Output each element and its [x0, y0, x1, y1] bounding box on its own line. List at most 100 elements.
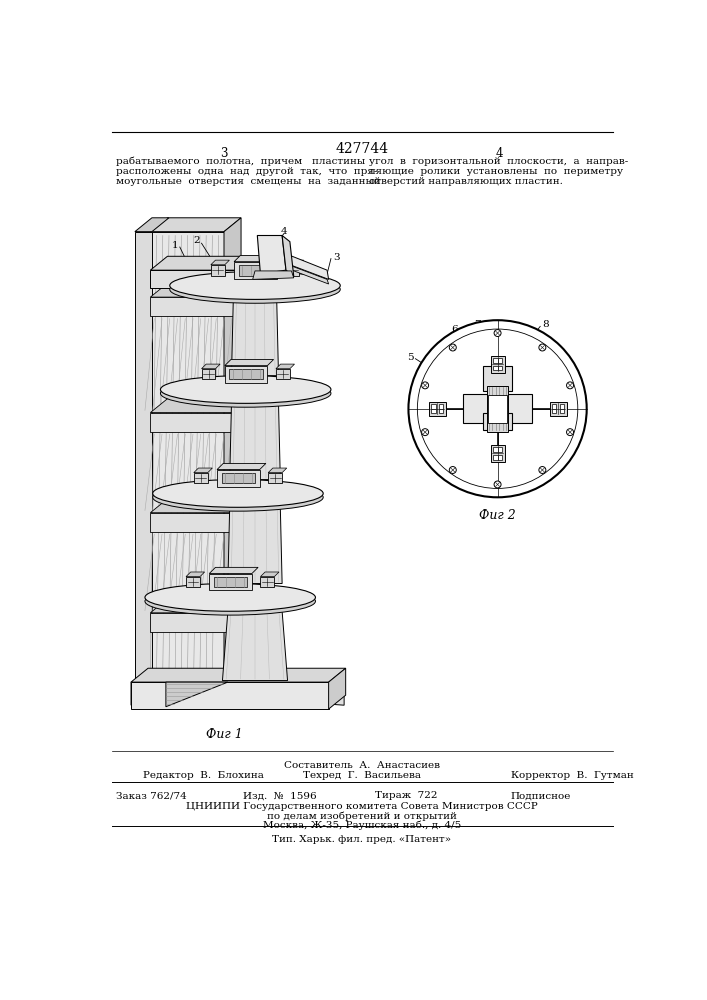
Polygon shape — [268, 473, 282, 483]
Bar — [493, 455, 498, 460]
Polygon shape — [276, 364, 295, 369]
Polygon shape — [151, 599, 264, 613]
Polygon shape — [135, 218, 169, 232]
Polygon shape — [329, 668, 346, 709]
Polygon shape — [288, 255, 329, 279]
Polygon shape — [151, 283, 264, 297]
Text: 7: 7 — [474, 320, 481, 329]
Text: Подписное: Подписное — [510, 791, 571, 800]
Text: 5: 5 — [407, 353, 414, 362]
Text: ляющие  ролики  установлены  по  периметру: ляющие ролики установлены по периметру — [369, 167, 623, 176]
Polygon shape — [230, 369, 263, 379]
Bar — [498, 358, 502, 363]
Circle shape — [566, 382, 573, 389]
Bar — [431, 404, 436, 409]
Text: 2: 2 — [194, 236, 200, 245]
Text: 6: 6 — [451, 325, 457, 334]
Polygon shape — [239, 265, 272, 276]
Text: Техред  Г.  Васильева: Техред Г. Васильева — [303, 771, 421, 780]
Polygon shape — [285, 260, 304, 265]
Text: расположены  одна  над  другой  так,  что  пря-: расположены одна над другой так, что пря… — [115, 167, 377, 176]
Polygon shape — [234, 262, 276, 279]
Polygon shape — [211, 265, 225, 276]
Polygon shape — [151, 399, 264, 413]
Polygon shape — [252, 271, 293, 279]
Bar — [489, 395, 507, 423]
Text: по делам изобретений и открытий: по делам изобретений и открытий — [267, 811, 457, 821]
Bar — [498, 366, 502, 370]
Polygon shape — [222, 473, 255, 483]
Polygon shape — [186, 577, 200, 587]
Polygon shape — [209, 574, 252, 590]
Bar — [491, 445, 505, 462]
Polygon shape — [151, 513, 247, 532]
Text: рабатываемого  полотна,  причем   пластины: рабатываемого полотна, причем пластины — [115, 157, 365, 166]
Circle shape — [539, 344, 546, 351]
Polygon shape — [268, 468, 287, 473]
Circle shape — [449, 467, 456, 473]
Text: 1: 1 — [172, 241, 178, 250]
Bar — [431, 409, 436, 413]
Bar — [493, 447, 498, 452]
Polygon shape — [282, 235, 293, 276]
Text: угол  в  горизонтальной  плоскости,  а  направ-: угол в горизонтальной плоскости, а напра… — [369, 157, 629, 166]
Polygon shape — [224, 218, 241, 674]
Polygon shape — [151, 613, 247, 632]
Polygon shape — [151, 256, 280, 270]
Bar — [438, 409, 443, 413]
Bar — [486, 386, 508, 432]
Bar — [491, 356, 505, 373]
Polygon shape — [214, 577, 247, 587]
Text: 4: 4 — [496, 147, 503, 160]
Ellipse shape — [170, 276, 340, 303]
Text: Редактор  В.  Блохина: Редактор В. Блохина — [143, 771, 264, 780]
Polygon shape — [166, 682, 228, 707]
Polygon shape — [225, 366, 267, 383]
Ellipse shape — [160, 376, 331, 403]
Bar — [438, 404, 443, 409]
Bar — [493, 358, 498, 363]
Polygon shape — [151, 270, 263, 288]
Text: Заказ 762/74: Заказ 762/74 — [115, 791, 186, 800]
Text: моугольные  отверстия  смещены  на  заданный: моугольные отверстия смещены на заданный — [115, 177, 380, 186]
Ellipse shape — [170, 272, 340, 299]
Bar — [498, 455, 502, 460]
Polygon shape — [151, 218, 241, 232]
Polygon shape — [276, 369, 290, 379]
Polygon shape — [151, 499, 264, 513]
Ellipse shape — [153, 483, 323, 511]
Polygon shape — [230, 403, 280, 480]
Polygon shape — [223, 611, 288, 681]
Polygon shape — [257, 235, 286, 274]
Bar — [549, 402, 566, 416]
Text: Фиг 2: Фиг 2 — [479, 509, 516, 522]
Polygon shape — [186, 572, 204, 577]
Polygon shape — [131, 668, 346, 682]
Ellipse shape — [160, 379, 331, 407]
Ellipse shape — [145, 584, 315, 611]
Polygon shape — [217, 470, 259, 487]
Polygon shape — [194, 468, 212, 473]
Polygon shape — [260, 572, 279, 577]
Polygon shape — [151, 297, 247, 316]
Circle shape — [539, 467, 546, 473]
Circle shape — [494, 481, 501, 488]
Text: Составитель  А.  Анастасиев: Составитель А. Анастасиев — [284, 761, 440, 770]
Bar — [483, 413, 513, 430]
Bar — [552, 404, 556, 409]
Bar — [462, 394, 532, 423]
Polygon shape — [194, 473, 208, 483]
Text: Корректор  В.  Гутман: Корректор В. Гутман — [510, 771, 633, 780]
Polygon shape — [288, 265, 329, 284]
Polygon shape — [217, 463, 266, 470]
Text: Москва, Ж-35, Раушская наб., д. 4/5: Москва, Ж-35, Раушская наб., д. 4/5 — [263, 821, 461, 830]
Polygon shape — [211, 260, 230, 265]
Text: Фиг 1: Фиг 1 — [206, 728, 243, 741]
Polygon shape — [225, 359, 274, 366]
Circle shape — [494, 330, 501, 337]
Text: ЦНИИПИ Государственного комитета Совета Министров СССР: ЦНИИПИ Государственного комитета Совета … — [186, 802, 538, 811]
Bar — [559, 404, 564, 409]
Polygon shape — [209, 567, 258, 574]
Polygon shape — [151, 232, 224, 674]
Bar — [559, 409, 564, 413]
